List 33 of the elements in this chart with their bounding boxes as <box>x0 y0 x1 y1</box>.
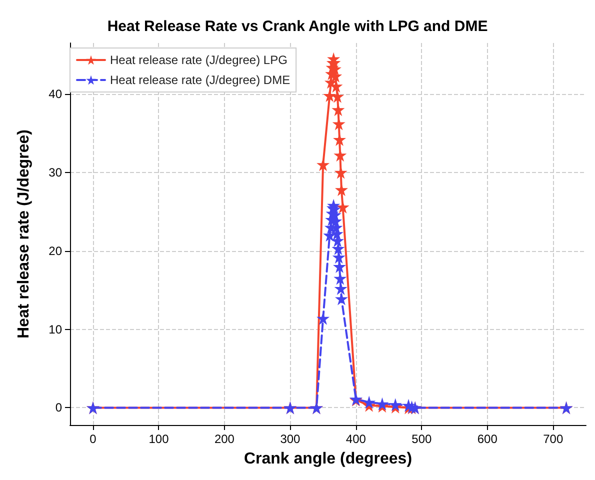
y-tick-label: 20 <box>48 244 62 258</box>
point <box>331 90 344 103</box>
y-tick-label: 0 <box>55 400 62 415</box>
point <box>332 103 345 116</box>
y-tick-label: 30 <box>48 165 62 180</box>
x-tick-label: 600 <box>477 432 498 446</box>
point <box>332 242 345 256</box>
x-tick-label: 300 <box>280 432 301 446</box>
point <box>334 148 347 162</box>
x-axis-title: Crank angle (degrees) <box>244 450 412 468</box>
x-tick-label: 400 <box>346 432 366 446</box>
point <box>333 132 346 146</box>
point <box>323 89 336 102</box>
x-tick-label: 0 <box>90 432 97 446</box>
point <box>334 292 348 306</box>
chart-title: Heat Release Rate vs Crank Angle with LPG and DME <box>107 18 488 35</box>
point <box>334 272 347 285</box>
point <box>376 397 389 410</box>
x-tick-label: 700 <box>543 432 564 446</box>
point <box>362 396 376 409</box>
y-tick-label: 10 <box>48 322 62 336</box>
legend-label: Heat release rate (J/degree) DME <box>110 73 290 87</box>
point <box>333 260 346 274</box>
point <box>330 80 343 93</box>
x-tick-label: 500 <box>412 432 432 446</box>
point <box>336 200 350 214</box>
legend-label: Heat release rate (J/degree) LPG <box>110 53 288 67</box>
x-tick-label: 100 <box>148 432 170 446</box>
point <box>334 183 348 196</box>
y-axis-title: Heat release rate (J/degree) <box>16 130 32 338</box>
y-tick-label: 40 <box>48 86 62 101</box>
x-tick-label: 200 <box>214 432 235 446</box>
point <box>316 158 330 172</box>
